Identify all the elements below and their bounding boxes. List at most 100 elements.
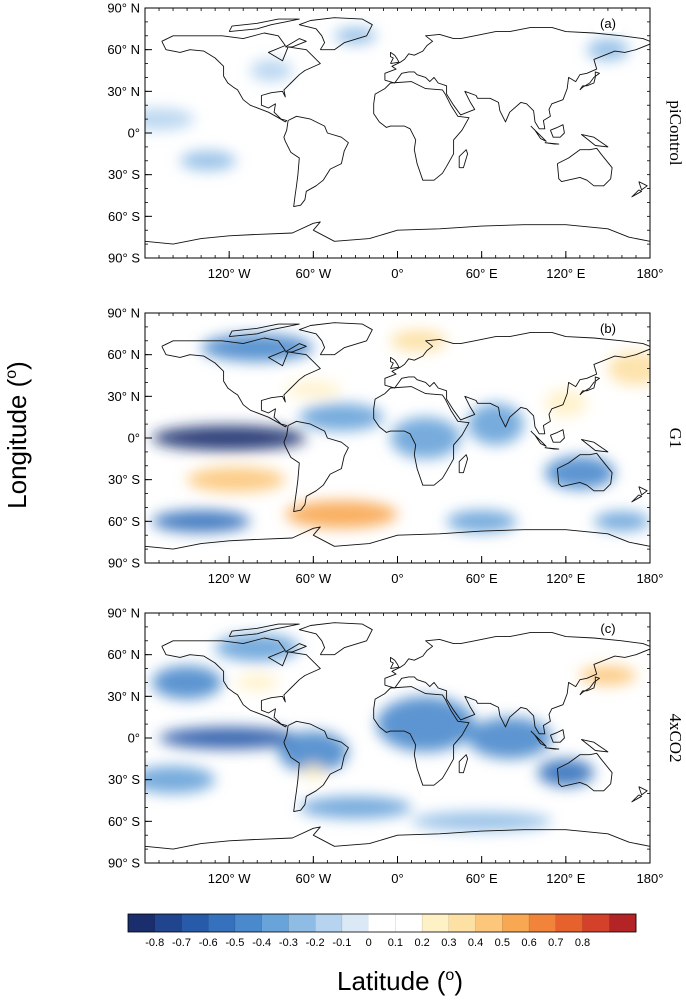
anomaly-blob xyxy=(299,216,384,231)
lon-tick-label: 60° E xyxy=(466,571,498,586)
lat-tick-label: 0° xyxy=(128,731,140,746)
coastline xyxy=(638,786,648,796)
anomaly-blob xyxy=(467,403,524,445)
coastline xyxy=(145,526,650,550)
lon-tick-label: 0° xyxy=(391,871,403,886)
colorbar-swatch xyxy=(448,914,476,932)
coastline xyxy=(579,676,600,696)
map-panel-piControl: 90° N 60° N 30° N 0° 30° S 60° S 90° S 120° W 60… xyxy=(107,1,685,282)
lat-tick-label: 0° xyxy=(128,431,140,446)
y-axis-title: Longitude (o) xyxy=(2,361,32,509)
colorbar-swatch xyxy=(234,914,262,932)
colorbar-label: 0.1 xyxy=(388,937,403,949)
anomaly-blob xyxy=(579,665,636,686)
colorbar-swatch xyxy=(208,914,236,932)
coastline xyxy=(549,124,565,138)
lon-tick-label: 60° W xyxy=(296,266,332,281)
anomaly-blob xyxy=(432,60,475,81)
coastline xyxy=(285,343,307,353)
colorbar-label: -0.8 xyxy=(145,937,164,949)
coastline xyxy=(283,720,349,813)
coastline xyxy=(556,752,613,792)
panel-tag: (b) xyxy=(600,321,616,336)
lon-tick-label: 120° E xyxy=(546,871,586,886)
lat-tick-label: 90° N xyxy=(107,606,140,621)
colorbar-label: 0.6 xyxy=(521,937,536,949)
panel-experiment-label: piControl xyxy=(666,100,685,165)
lon-tick-label: 180° xyxy=(637,871,664,886)
coastline xyxy=(228,323,300,338)
colorbar-label: 0 xyxy=(366,937,372,949)
anomaly-blob xyxy=(334,27,377,45)
coastline xyxy=(530,125,547,142)
lat-tick-label: 90° S xyxy=(108,856,140,871)
coastline xyxy=(145,221,650,245)
coastline xyxy=(581,438,609,453)
coastline xyxy=(638,486,648,496)
coastline xyxy=(373,686,470,786)
anomaly-blob xyxy=(299,796,412,819)
panel-experiment-label: 4xCO2 xyxy=(666,713,685,762)
colorbar-swatch xyxy=(529,914,557,932)
coastline xyxy=(298,622,373,656)
colorbar-swatch xyxy=(475,914,503,932)
map-panel-G1: 90° N 60° N 30° N 0° 30° S 60° S 90° S 120° W 60… xyxy=(107,306,685,587)
colorbar-swatch xyxy=(315,914,343,932)
anomaly-blob xyxy=(152,510,251,533)
lon-tick-label: 120° E xyxy=(546,266,586,281)
coastline xyxy=(544,142,560,145)
colorbar-label: -0.6 xyxy=(199,937,218,949)
coastline xyxy=(556,452,613,492)
coastline xyxy=(228,623,300,638)
panel-tag: (c) xyxy=(600,621,615,636)
lon-tick-label: 180° xyxy=(637,571,664,586)
coastline xyxy=(161,337,321,428)
lon-tick-label: 120° W xyxy=(208,871,252,886)
lat-tick-label: 30° S xyxy=(108,167,140,182)
anomaly-blob xyxy=(152,425,307,451)
lat-tick-label: 30° N xyxy=(107,389,140,404)
coastline xyxy=(544,747,560,750)
coastline xyxy=(298,17,373,51)
lat-tick-label: 0° xyxy=(128,126,140,141)
coastline xyxy=(579,71,600,91)
coastline xyxy=(631,494,643,503)
anomaly-blob xyxy=(236,674,279,691)
lat-tick-label: 60° S xyxy=(108,814,140,829)
anomaly-blob xyxy=(285,381,342,398)
colorbar-swatch xyxy=(609,914,637,932)
anomaly-blob xyxy=(544,389,587,418)
anomaly-blob xyxy=(446,510,517,533)
map-panel-4xCO2: 90° N 60° N 30° N 0° 30° S 60° S 90° S 120° W 60… xyxy=(107,606,685,887)
colorbar-label: 0.8 xyxy=(575,937,590,949)
lat-tick-label: 30° N xyxy=(107,689,140,704)
coastline xyxy=(228,18,300,33)
coastlines xyxy=(145,322,650,550)
coastlines xyxy=(145,622,650,850)
anomaly-blob xyxy=(586,38,629,61)
colorbar-label: -0.2 xyxy=(306,937,325,949)
colorbar-swatch xyxy=(288,914,316,932)
colorbar-swatch xyxy=(395,914,423,932)
coastline xyxy=(579,376,600,396)
coastline xyxy=(384,631,650,735)
colorbar-swatch xyxy=(502,914,530,932)
lat-tick-label: 90° N xyxy=(107,1,140,16)
colorbar-swatch xyxy=(341,914,369,932)
coastline xyxy=(581,738,609,753)
lon-tick-label: 60° W xyxy=(296,571,332,586)
anomaly-field xyxy=(145,633,636,832)
colorbar: -0.8 -0.7 -0.6 -0.5 -0.4 -0.3 -0.2 -0.1 0 0.1 0.2 0… xyxy=(127,913,637,949)
anomaly-blob xyxy=(215,633,300,662)
colorbar-label: -0.3 xyxy=(279,937,298,949)
colorbar-swatch xyxy=(128,914,156,932)
colorbar-label: 0.4 xyxy=(468,937,483,949)
anomaly-blob xyxy=(607,351,650,386)
coastline xyxy=(556,147,613,187)
anomaly-blob xyxy=(145,765,216,794)
anomaly-blob xyxy=(285,500,398,529)
anomaly-blob xyxy=(593,511,650,532)
anomaly-blob xyxy=(537,758,594,787)
colorbar-swatch xyxy=(261,914,289,932)
